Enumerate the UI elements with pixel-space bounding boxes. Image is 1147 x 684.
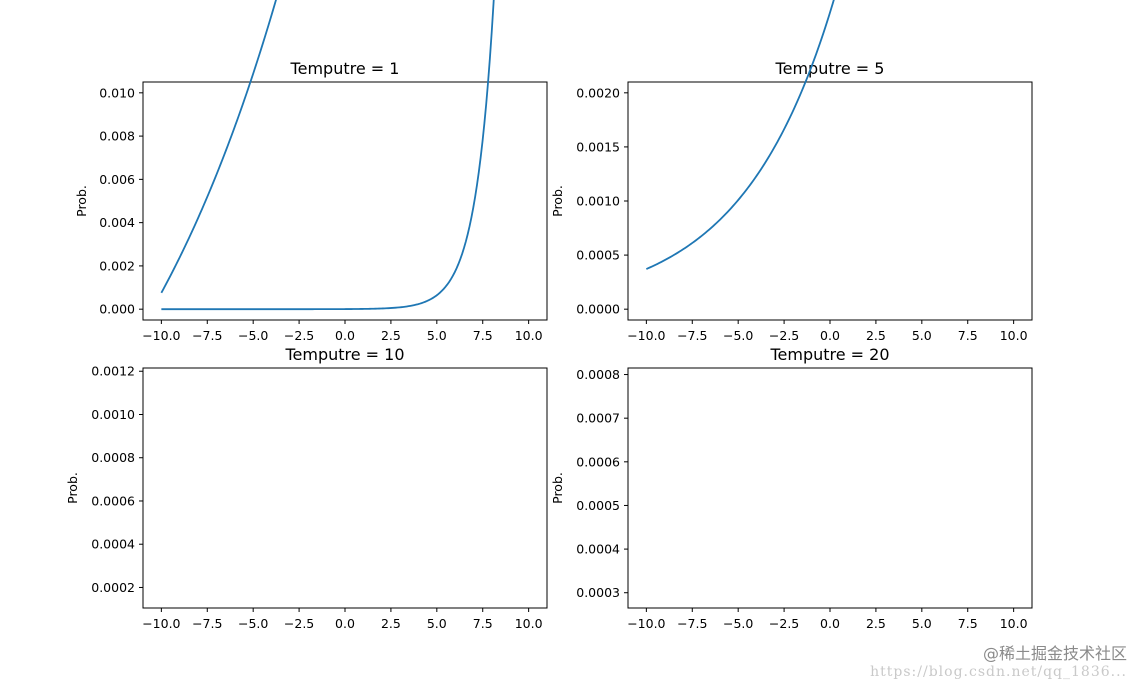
subplot-temperature-1: Temputre = 1 Prob. −10.0 −7.5 −5.0 −2.5 0.0 2.5…	[74, 0, 548, 343]
x-tick-label: −10.0	[627, 616, 665, 631]
y-tick-label: 0.0003	[576, 585, 620, 600]
y-tick-label: 0.010	[99, 85, 135, 100]
y-tick-label: 0.0006	[91, 493, 135, 508]
x-tick-label: 5.0	[427, 328, 447, 343]
x-tick-label: −7.5	[677, 616, 707, 631]
subplot-temperature-20: Temputre = 20 Prob. −10.0 −7.5 −5.0 −2.5 0.0 2.…	[550, 345, 1033, 631]
x-tick-label: −5.0	[723, 328, 753, 343]
x-tick-label: −2.5	[284, 328, 314, 343]
y-tick-label: 0.0002	[91, 580, 135, 595]
y-tick-label: 0.0004	[576, 542, 620, 557]
x-tick-label: 10.0	[515, 616, 543, 631]
series-line	[160, 0, 277, 294]
x-tick-label: 2.5	[381, 616, 401, 631]
x-tick-label: 7.5	[958, 616, 978, 631]
x-tick-label: −7.5	[192, 616, 222, 631]
y-tick-label: 0.008	[99, 129, 135, 144]
axes-frame	[627, 367, 1033, 609]
watermark-url: https://blog.csdn.net/qq_1836...	[870, 664, 1127, 680]
x-tick-label: −2.5	[769, 616, 799, 631]
y-tick-label: 0.0005	[576, 248, 620, 263]
series-line	[645, 0, 835, 270]
x-tick-label: −7.5	[192, 328, 222, 343]
x-tick-label: 2.5	[381, 328, 401, 343]
subplot-title: Temputre = 1	[290, 59, 400, 78]
x-tick-label: −5.0	[238, 616, 268, 631]
x-tick-label: 0.0	[335, 616, 355, 631]
watermark-main: @稀土掘金技术社区	[982, 644, 1127, 663]
x-tick-label: −10.0	[142, 328, 180, 343]
y-tick-label: 0.0012	[91, 364, 135, 379]
subplot-title: Temputre = 5	[775, 59, 885, 78]
y-tick-label: 0.000	[99, 302, 135, 317]
subplot-temperature-5: Temputre = 5 Prob. −10.0 −7.5 −5.0 −2.5 0.0 2.5…	[550, 0, 1033, 343]
y-axis-label: Prob.	[550, 472, 565, 504]
x-tick-label: 0.0	[335, 328, 355, 343]
y-tick-label: 0.0005	[576, 498, 620, 513]
y-tick-label: 0.0010	[576, 194, 620, 209]
y-tick-label: 0.0020	[576, 85, 620, 100]
y-axis-label: Prob.	[550, 185, 565, 217]
y-tick-label: 0.004	[99, 215, 135, 230]
y-axis-label: Prob.	[74, 185, 89, 217]
subplot-title: Temputre = 20	[769, 345, 889, 364]
x-tick-label: 7.5	[958, 328, 978, 343]
x-tick-label: 5.0	[912, 616, 932, 631]
x-tick-label: 10.0	[1000, 616, 1028, 631]
y-tick-label: 0.006	[99, 172, 135, 187]
x-tick-label: −2.5	[284, 616, 314, 631]
x-tick-label: 2.5	[866, 328, 886, 343]
y-tick-label: 0.0007	[576, 411, 620, 426]
x-tick-label: 0.0	[820, 328, 840, 343]
x-tick-label: 0.0	[820, 616, 840, 631]
x-tick-label: 7.5	[473, 328, 493, 343]
y-axis-label: Prob.	[65, 472, 80, 504]
x-tick-label: −10.0	[627, 328, 665, 343]
y-tick-label: 0.0008	[576, 367, 620, 382]
y-tick-label: 0.0000	[576, 302, 620, 317]
axes-frame	[627, 81, 1033, 321]
x-tick-label: −5.0	[238, 328, 268, 343]
x-tick-label: 5.0	[427, 616, 447, 631]
x-tick-label: −2.5	[769, 328, 799, 343]
x-tick-label: 7.5	[473, 616, 493, 631]
axes-frame	[142, 367, 548, 609]
x-tick-label: 10.0	[515, 328, 543, 343]
x-tick-label: 5.0	[912, 328, 932, 343]
axes-frame	[142, 81, 548, 321]
series-line	[161, 0, 495, 311]
x-tick-label: −5.0	[723, 616, 753, 631]
x-tick-label: −10.0	[142, 616, 180, 631]
y-tick-label: 0.0010	[91, 407, 135, 422]
y-tick-label: 0.0004	[91, 537, 135, 552]
y-tick-label: 0.0006	[576, 454, 620, 469]
y-tick-label: 0.0015	[576, 139, 620, 154]
x-tick-label: 2.5	[866, 616, 886, 631]
subplot-title: Temputre = 10	[284, 345, 404, 364]
x-tick-label: 10.0	[1000, 328, 1028, 343]
subplot-temperature-10: Temputre = 10 Prob. −10.0 −7.5 −5.0 −2.5 0.0 2.…	[65, 0, 548, 631]
y-tick-label: 0.0008	[91, 450, 135, 465]
x-tick-label: −7.5	[677, 328, 707, 343]
y-tick-label: 0.002	[99, 258, 135, 273]
